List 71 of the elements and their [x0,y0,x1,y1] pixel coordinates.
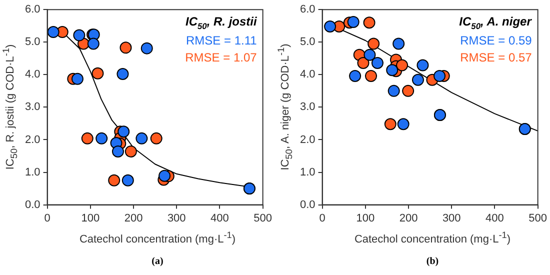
x-tick-label: 300 [442,212,461,224]
point [158,170,171,182]
y-tick-label: 1.0 [24,166,40,178]
series-label: RMSE = 0.57 [460,50,532,65]
y-tick-label: 2.0 [300,134,316,146]
y-tick-label: 0.0 [24,198,40,211]
point [118,126,130,138]
point [388,84,400,97]
x-axis-title: Catechol concentration (mg·L$^{-1}$) [353,230,512,246]
x-tick-label: 0 [44,212,50,224]
y-tick-label: 5.0 [24,36,40,48]
point [365,70,377,82]
point [396,59,408,72]
text: (b) [425,256,440,267]
y-tick-label: 3.0 [24,101,40,114]
x-tick-label: 400 [210,212,229,224]
point [363,16,376,29]
point [412,74,424,86]
point [136,132,148,144]
y-tick-label: 3.0 [300,101,316,114]
y-tick-label: 5.0 [300,36,316,48]
text: RMSE = 1.11 [186,34,258,48]
x-tick-label: 500 [254,212,272,224]
x-axis-title: Catechol concentration (mg·L$^{-1}$) [78,230,237,246]
point [116,68,129,80]
point [112,145,124,158]
point [416,59,429,72]
y-tick-label: 6.0 [300,4,316,16]
y-tick-label: 2.0 [24,134,40,146]
point [402,84,414,97]
point [120,42,132,54]
point [397,118,410,130]
x-tick-label: 200 [399,212,418,224]
point [47,26,60,38]
x-tick-label: 100 [356,212,375,224]
point [140,42,153,54]
point [324,20,336,33]
y-tick-label: 4.0 [24,68,40,81]
point [371,56,384,69]
point [71,72,84,85]
point [124,145,137,158]
point [384,118,396,130]
point [122,174,134,186]
x-tick-label: 0 [319,212,326,224]
point [347,16,360,28]
point [73,29,86,42]
x-tick-label: 400 [486,212,504,224]
point [81,132,94,144]
text: RMSE = 1.07 [185,50,258,65]
point [434,70,446,82]
point [386,64,398,76]
point [87,38,100,50]
point [92,67,104,80]
y-tick-label: 6.0 [24,4,40,16]
point [349,70,362,82]
y-tick-label: 1.0 [300,166,316,178]
point [108,174,120,186]
x-tick-label: 200 [124,212,143,224]
point [150,132,162,144]
text: (a) [150,256,164,267]
point [392,38,405,50]
x-tick-label: 300 [167,212,186,224]
y-tick-label: 0.0 [300,198,316,211]
y-tick-label: 4.0 [300,68,316,81]
text: RMSE = 0.59 [460,34,532,48]
point [364,48,376,61]
x-tick-label: 500 [528,212,548,224]
point [96,132,108,144]
point [357,56,370,69]
point [368,38,380,50]
x-tick-label: 100 [81,212,100,224]
